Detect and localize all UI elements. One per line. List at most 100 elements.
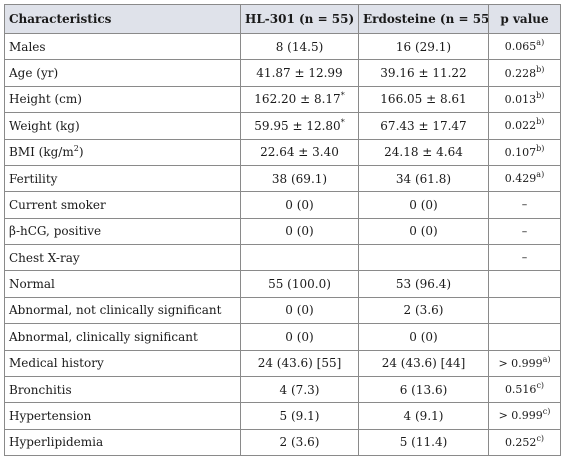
- hl301-text: 41.87 ± 12.99: [256, 66, 343, 81]
- hl301-value: 38 (69.1): [240, 164, 359, 193]
- hl301-value: 0 (0): [240, 191, 359, 219]
- table-row: Bronchitis 4 (7.3) 6 (13.6) 0.516c): [4, 375, 561, 404]
- p-value-text: 0.022: [504, 119, 537, 133]
- row-label: Abnormal, not clinically significant: [4, 296, 241, 325]
- p-footnote: b): [536, 90, 545, 100]
- hl301-text: 0 (0): [285, 303, 314, 318]
- table-row: Current smoker 0 (0) 0 (0) –: [4, 191, 561, 219]
- header-characteristics: Characteristics: [4, 4, 241, 34]
- erdosteine-value: 4 (9.1): [358, 402, 489, 430]
- table-row: Height (cm) 162.20 ± 8.17* 166.05 ± 8.61…: [4, 85, 561, 114]
- table-row: Abnormal, clinically significant 0 (0) 0…: [4, 323, 561, 351]
- row-label: Normal: [4, 270, 241, 298]
- hl301-value: 8 (14.5): [240, 32, 359, 61]
- hl301-value: [240, 243, 359, 272]
- p-value: [488, 323, 561, 351]
- table-row: β-hCG, positive 0 (0) 0 (0) –: [4, 217, 561, 246]
- hl301-text: 0 (0): [285, 224, 314, 239]
- row-label: BMI (kg/m2): [4, 138, 241, 166]
- p-value: –: [488, 191, 561, 219]
- erdosteine-value: 0 (0): [358, 191, 489, 219]
- p-value: > 0.999c): [488, 402, 561, 430]
- header-hl301: HL-301 (n = 55): [240, 4, 359, 34]
- p-value: –: [488, 243, 561, 272]
- table-row: Weight (kg) 59.95 ± 12.80* 67.43 ± 17.47…: [4, 112, 561, 140]
- hl301-text: 59.95 ± 12.80: [254, 118, 341, 133]
- hl301-value: 5 (9.1): [240, 402, 359, 430]
- hl301-value: 55 (100.0): [240, 270, 359, 298]
- table-row: Normal 55 (100.0) 53 (96.4): [4, 270, 561, 298]
- p-value: 0.013b): [488, 85, 561, 114]
- erdosteine-value: 53 (96.4): [358, 270, 489, 298]
- erdosteine-value: 0 (0): [358, 323, 489, 351]
- hl301-value: 0 (0): [240, 217, 359, 246]
- p-value: 0.516c): [488, 375, 561, 404]
- table-row: Age (yr) 41.87 ± 12.99 39.16 ± 11.22 0.2…: [4, 59, 561, 87]
- row-label: β-hCG, positive: [4, 217, 241, 246]
- hl301-text: 55 (100.0): [268, 277, 331, 292]
- erdosteine-value: 166.05 ± 8.61: [358, 85, 489, 114]
- erdosteine-value: 24 (43.6) [44]: [358, 349, 489, 377]
- p-value-text: 0.065: [504, 40, 537, 54]
- p-footnote: c): [542, 407, 551, 417]
- row-label: Hypertension: [4, 402, 241, 430]
- hl301-value: 41.87 ± 12.99: [240, 59, 359, 87]
- hl301-value: 59.95 ± 12.80*: [240, 112, 359, 140]
- p-value: 0.228b): [488, 59, 561, 87]
- row-label: Abnormal, clinically significant: [4, 323, 241, 351]
- hl301-value: 24 (43.6) [55]: [240, 349, 359, 377]
- table-row: Medical history 24 (43.6) [55] 24 (43.6)…: [4, 349, 561, 377]
- p-footnote: b): [536, 117, 545, 127]
- p-value: 0.065a): [488, 32, 561, 61]
- table-row: BMI (kg/m2) 22.64 ± 3.40 24.18 ± 4.64 0.…: [4, 138, 561, 166]
- table-header: Characteristics HL-301 (n = 55) Erdostei…: [4, 4, 561, 34]
- p-value: > 0.999a): [488, 349, 561, 377]
- hl301-value: 2 (3.6): [240, 428, 359, 457]
- erdosteine-value: 2 (3.6): [358, 296, 489, 325]
- p-value-text: –: [521, 224, 528, 238]
- bmi-label-text: BMI (kg/m: [9, 145, 74, 160]
- p-value-text: 0.228: [504, 66, 537, 80]
- p-value: 0.429a): [488, 164, 561, 193]
- p-value: –: [488, 217, 561, 246]
- hl301-text: 24 (43.6) [55]: [257, 356, 342, 371]
- table-row: Fertility 38 (69.1) 34 (61.8) 0.429a): [4, 164, 561, 193]
- table-row: Abnormal, not clinically significant 0 (…: [4, 296, 561, 325]
- erdosteine-value: 0 (0): [358, 217, 489, 246]
- header-p-value: p value: [488, 4, 561, 34]
- erdosteine-value: [358, 243, 489, 272]
- row-label: Chest X-ray: [4, 243, 241, 272]
- p-value: 0.252c): [488, 428, 561, 457]
- significance-mark: *: [340, 117, 345, 127]
- table-row: Chest X-ray –: [4, 243, 561, 272]
- table-row: Hypertension 5 (9.1) 4 (9.1) > 0.999c): [4, 402, 561, 430]
- header-row: Characteristics HL-301 (n = 55) Erdostei…: [4, 4, 561, 34]
- hl301-value: 4 (7.3): [240, 375, 359, 404]
- hl301-text: 8 (14.5): [275, 39, 324, 54]
- p-footnote: c): [536, 381, 545, 391]
- hl301-text: 0 (0): [285, 329, 314, 344]
- erdosteine-value: 67.43 ± 17.47: [358, 112, 489, 140]
- hl301-text: 38 (69.1): [271, 171, 328, 186]
- table-row: Males 8 (14.5) 16 (29.1) 0.065a): [4, 32, 561, 61]
- p-value-text: > 0.999: [498, 356, 543, 370]
- p-value-text: –: [521, 198, 528, 212]
- erdosteine-value: 6 (13.6): [358, 375, 489, 404]
- row-label: Fertility: [4, 164, 241, 193]
- p-value-text: 0.107: [504, 145, 537, 159]
- p-value-text: > 0.999: [498, 409, 543, 423]
- characteristics-table: Characteristics HL-301 (n = 55) Erdostei…: [4, 4, 561, 457]
- row-label: Weight (kg): [4, 112, 241, 140]
- p-value-text: 0.516: [504, 383, 537, 397]
- p-footnote: a): [536, 38, 545, 48]
- erdosteine-value: 34 (61.8): [358, 164, 489, 193]
- bmi-label-exponent: 2: [73, 144, 79, 154]
- hl301-value: 22.64 ± 3.40: [240, 138, 359, 166]
- row-label: Males: [4, 32, 241, 61]
- p-value-text: –: [521, 251, 528, 265]
- table-body: Males 8 (14.5) 16 (29.1) 0.065a) Age (yr…: [4, 32, 561, 457]
- p-value: [488, 270, 561, 298]
- p-value-text: 0.013: [504, 92, 537, 106]
- hl301-value: 0 (0): [240, 296, 359, 325]
- p-value: 0.107b): [488, 138, 561, 166]
